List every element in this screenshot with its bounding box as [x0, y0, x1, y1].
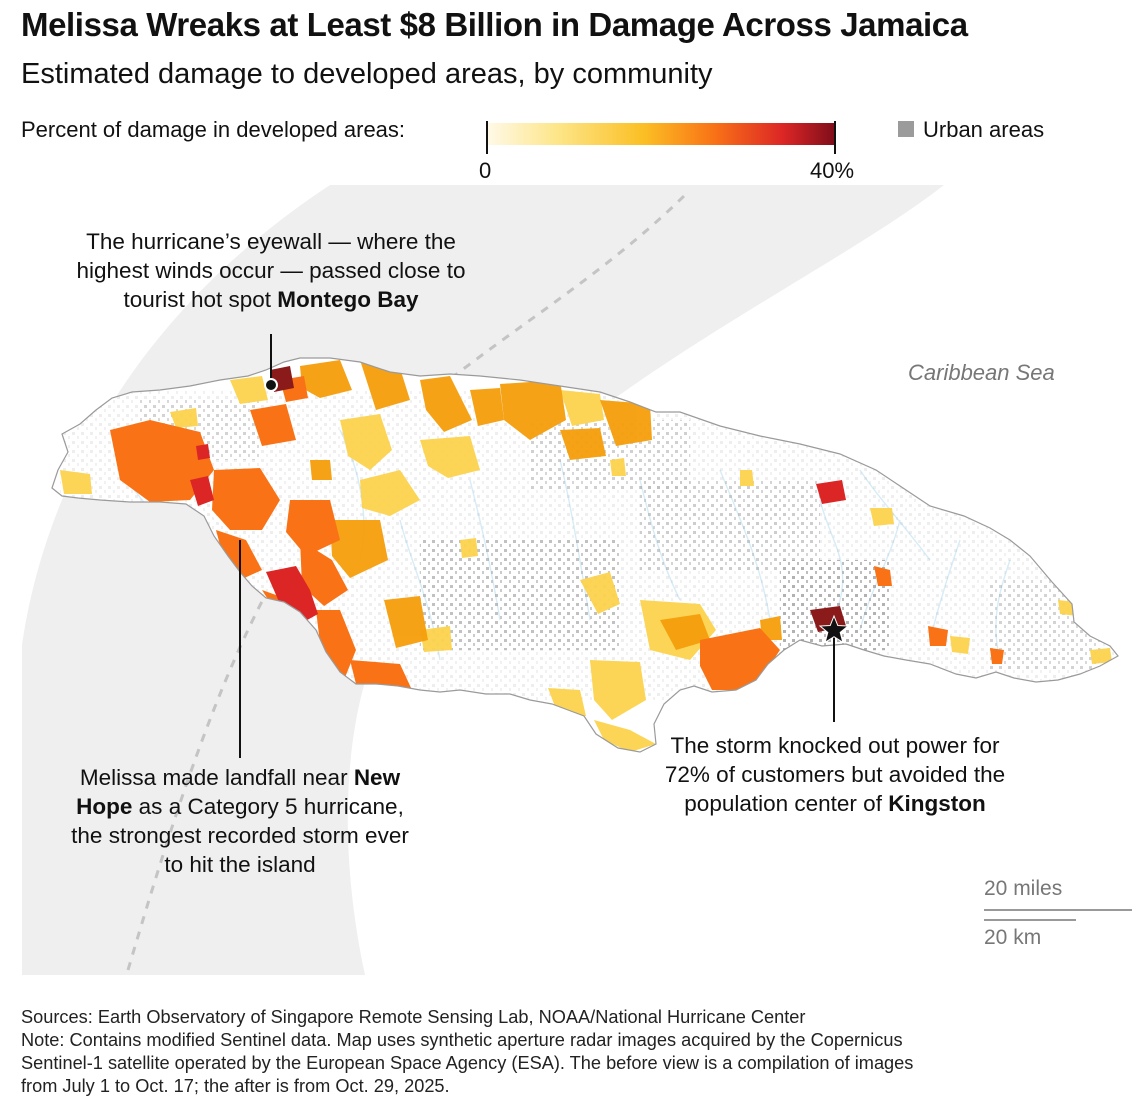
- new-hope-name: New Hope: [76, 765, 401, 819]
- montego-bay-annotation: The hurricane’s eyewall — where the high…: [50, 227, 492, 314]
- chart-title: Melissa Wreaks at Least $8 Billion in Da…: [21, 6, 968, 43]
- scale-km-label: 20 km: [984, 926, 1042, 949]
- legend-min-label: 0: [479, 158, 492, 183]
- chart-subtitle: Estimated damage to developed areas, by …: [21, 58, 713, 90]
- urban-area-swatch: [898, 121, 914, 137]
- newhope-annotation-tail: as a Category 5 hurricane, the strongest…: [71, 794, 409, 877]
- scale-miles-label: 20 miles: [984, 877, 1063, 900]
- kingston-annotation: The storm knocked out power for 72% of c…: [660, 731, 1010, 818]
- kingston-star-icon: [818, 614, 850, 644]
- newhope-annotation-text: Melissa made landfall near: [79, 765, 354, 790]
- footer-note-line-2: Sentinel-1 satellite operated by the Eur…: [21, 1053, 914, 1073]
- damage-severe: [190, 444, 846, 624]
- footer-notes: Sources: Earth Observatory of Singapore …: [21, 1006, 1126, 1098]
- footer-sources: Sources: Earth Observatory of Singapore …: [21, 1007, 806, 1027]
- jamaica-map: [22, 185, 1119, 975]
- new-hope-annotation: Melissa made landfall near New Hope as a…: [70, 763, 410, 879]
- caribbean-sea-label: Caribbean Sea: [908, 360, 1055, 385]
- montego-bay-name: Montego Bay: [277, 287, 419, 312]
- montego-annotation-text: The hurricane’s eyewall — where the high…: [76, 229, 466, 312]
- kingston-name: Kingston: [888, 791, 986, 816]
- legend-label: Percent of damage in developed areas:: [21, 117, 406, 142]
- footer-note-line-1: Note: Contains modified Sentinel data. M…: [21, 1030, 903, 1050]
- legend-max-tick: [834, 121, 836, 154]
- legend-min-tick: [486, 121, 488, 154]
- damage-medium: [300, 360, 782, 650]
- footer-note-line-3: from July 1 to Oct. 17; the after is fro…: [21, 1076, 450, 1096]
- kingston-annotation-text: The storm knocked out power for 72% of c…: [664, 733, 1006, 816]
- urban-area-label: Urban areas: [923, 117, 1045, 142]
- legend-color-bar: [487, 123, 835, 145]
- scale-miles-bar: [984, 909, 1132, 911]
- damage-low: [60, 376, 1112, 752]
- legend-max-label: 40%: [810, 158, 855, 183]
- montego-bay-marker: [264, 378, 278, 392]
- scale-km-bar: [984, 919, 1076, 921]
- damage-high: [110, 376, 1004, 690]
